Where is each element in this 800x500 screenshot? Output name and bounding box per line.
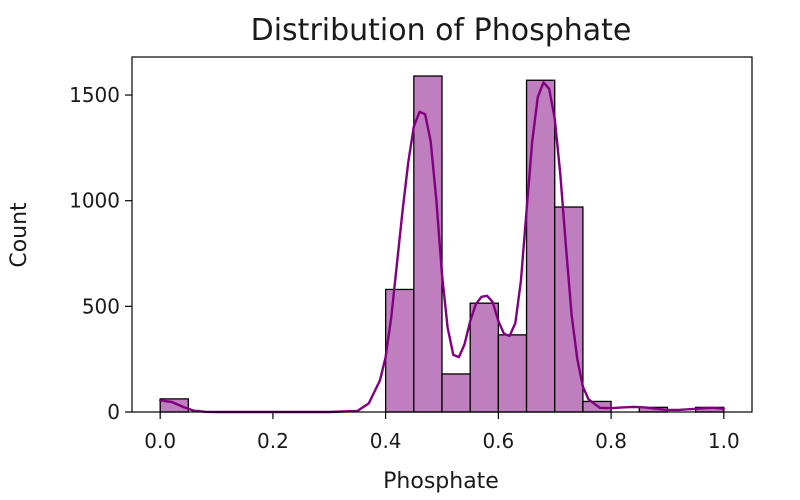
kde-line [158,81,725,414]
kde-layer [158,81,725,414]
y-axis-ticks: 0 500 1000 1500 [69,83,132,424]
x-tick-label: 0.2 [257,429,289,453]
x-axis-ticks: 0.0 0.2 0.4 0.6 0.8 1.0 [144,412,740,453]
plot-frame [131,56,753,413]
y-tick-label: 1500 [69,83,120,107]
x-tick-label: 0.6 [482,429,514,453]
y-tick-label: 500 [82,294,120,318]
x-tick-label: 1.0 [708,429,740,453]
x-tick-label: 0.0 [144,429,176,453]
chart-title: Distribution of Phosphate [251,13,632,48]
histogram-bar [384,288,415,413]
x-tick-label: 0.4 [370,429,402,453]
histogram-bar [554,206,584,413]
x-tick-label: 0.8 [595,429,627,453]
y-tick-label: 0 [107,400,120,424]
y-tick-label: 1000 [69,189,120,213]
histogram-bar [469,302,500,413]
histogram-bars [159,75,725,413]
x-axis-label: Phosphate [383,469,499,494]
y-axis-label: Count [7,202,32,268]
histogram-bar [525,79,556,413]
histogram-bar [497,334,528,413]
histogram-bar [441,373,471,413]
